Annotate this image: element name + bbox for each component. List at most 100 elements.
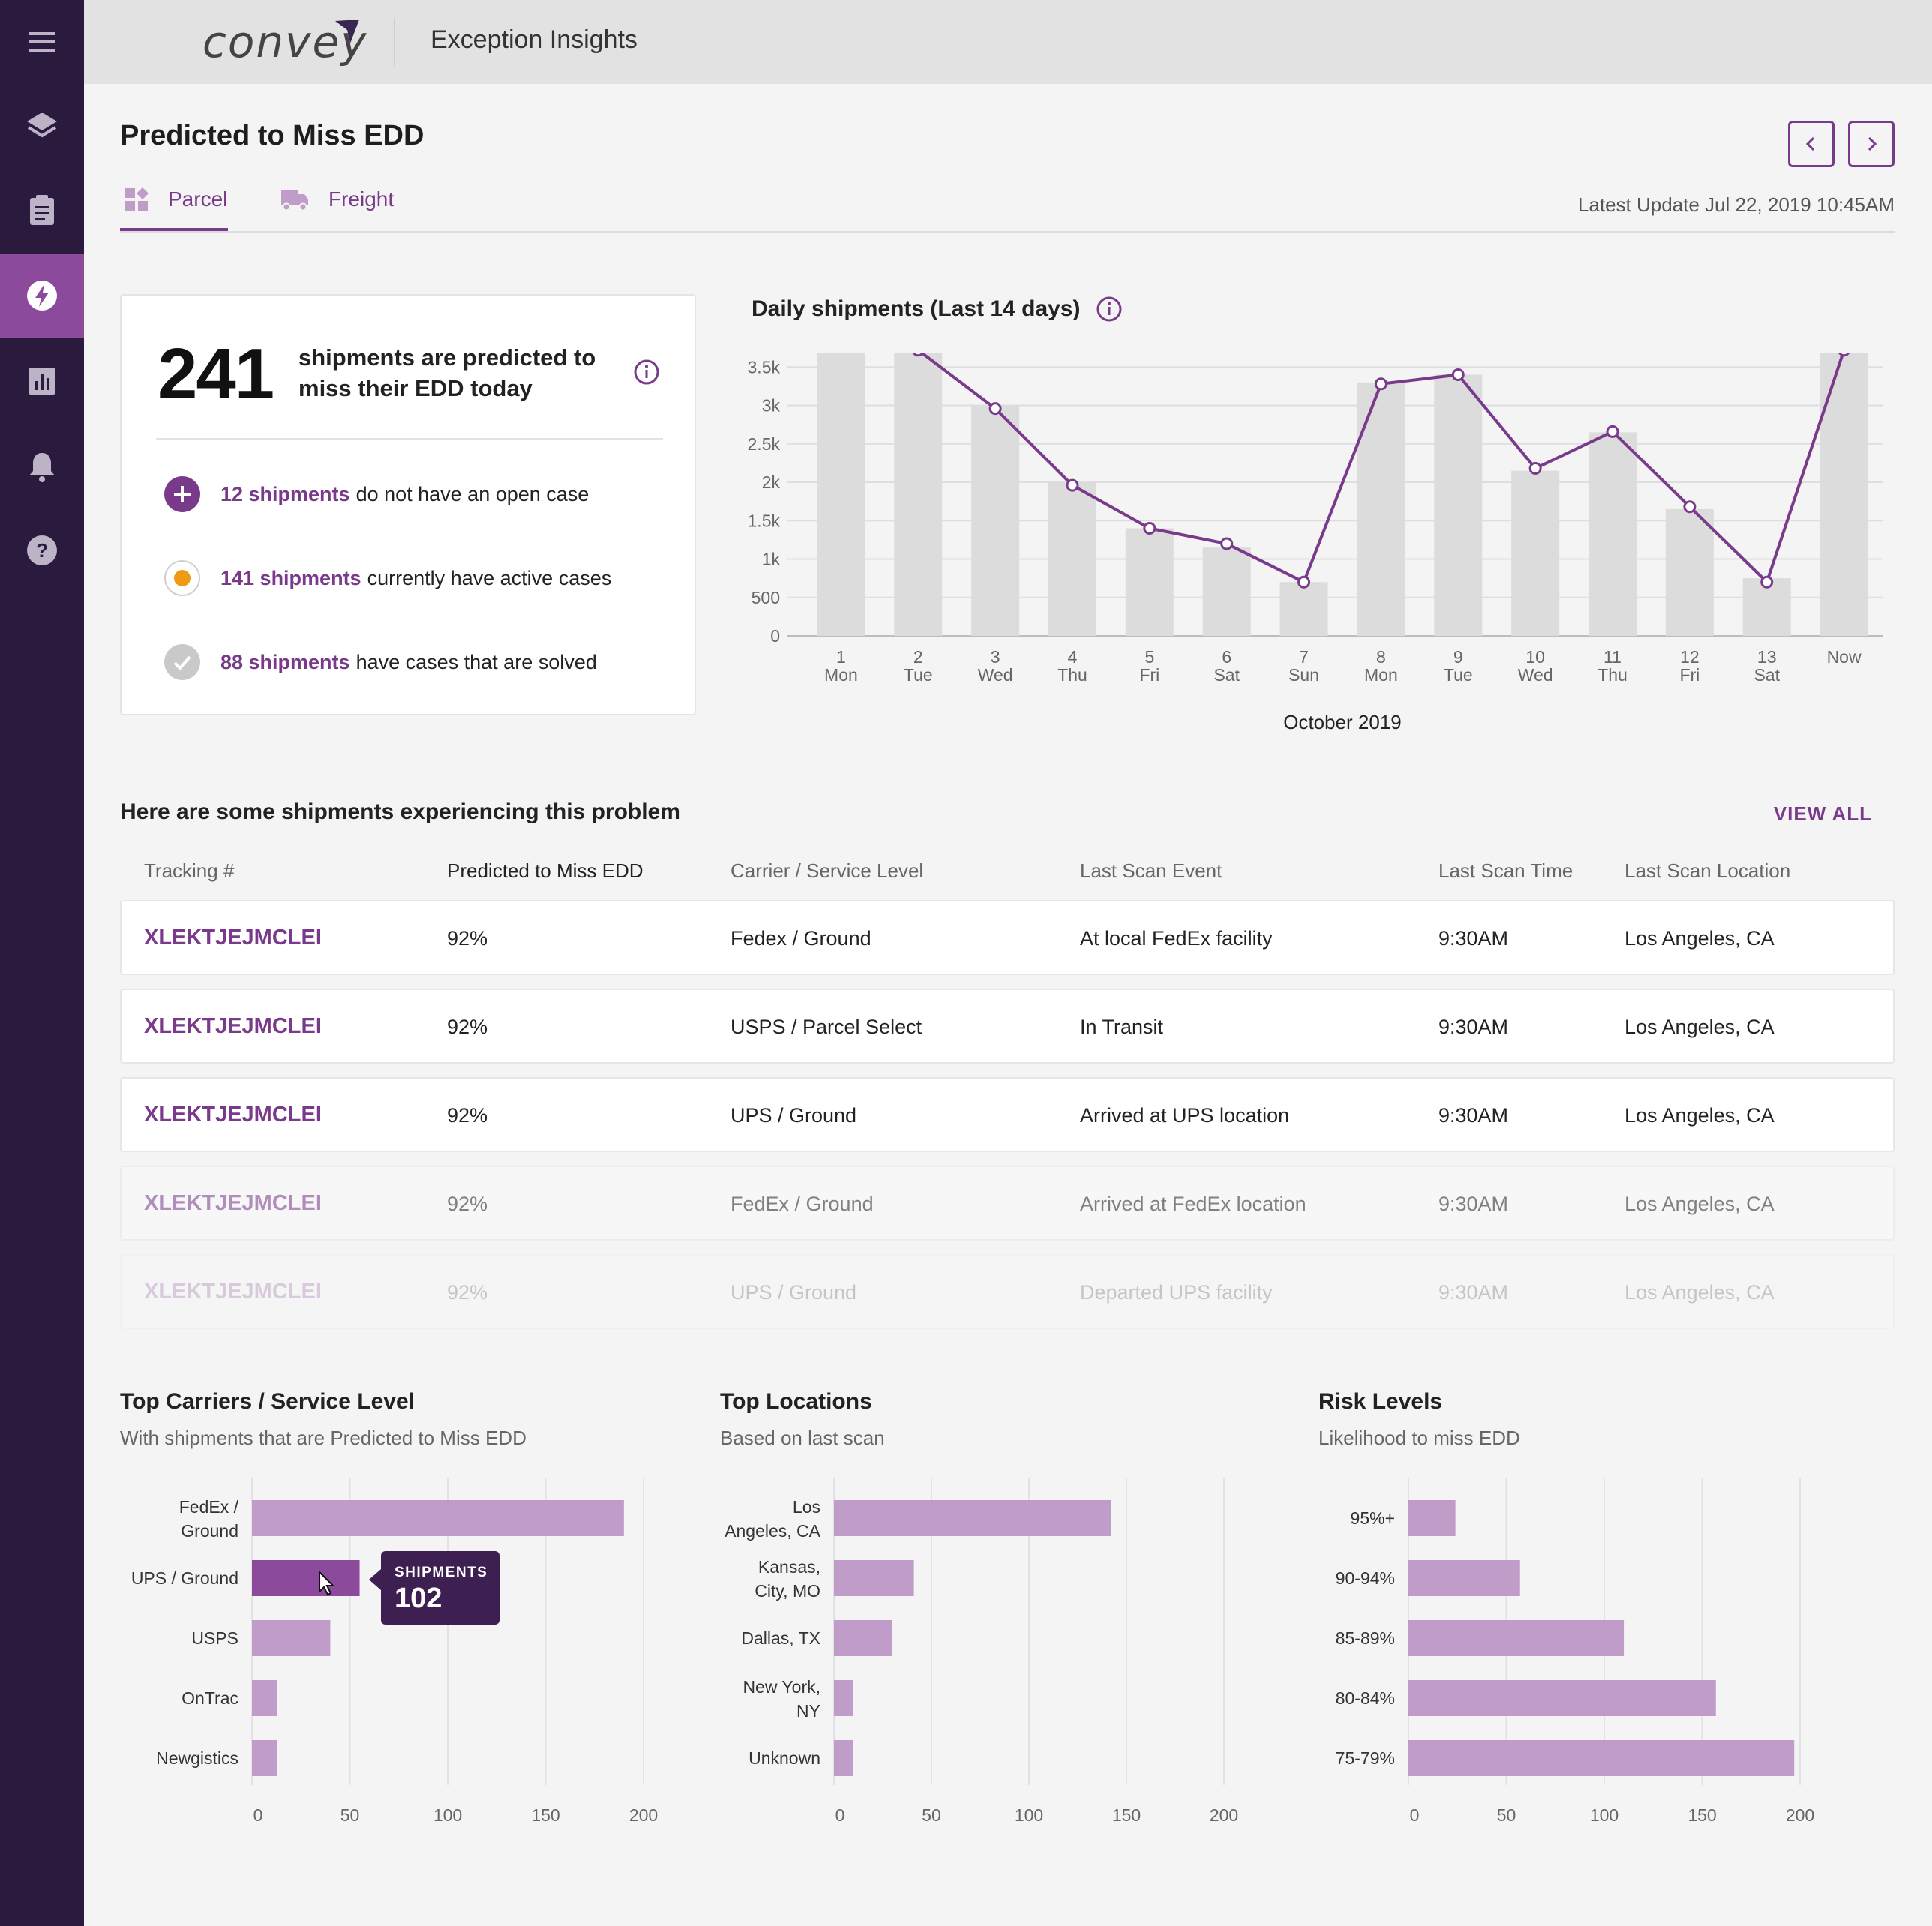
- stat-solved-cases[interactable]: 88 shipments have cases that are solved: [164, 644, 597, 681]
- header-predicted[interactable]: Predicted to Miss EDD: [447, 860, 644, 882]
- x-tick-label: 200: [1210, 1805, 1238, 1825]
- x-tick-label: 150: [1688, 1805, 1716, 1825]
- bar-category-label: 75-79%: [1336, 1748, 1395, 1768]
- table-row[interactable]: XLEKTJEJMCLEI 92% UPS / Ground Arrived at U…: [120, 1077, 1894, 1152]
- stat-text: currently have active cases: [367, 566, 612, 590]
- tabs-divider: [120, 231, 1894, 232]
- x-tick-label: 2: [914, 647, 923, 667]
- header-last-scan-event[interactable]: Last Scan Event: [1080, 860, 1222, 882]
- sidebar-item-layers[interactable]: [0, 84, 84, 168]
- locations-bar-chart: 0 50 100 150 200 Los Angeles, CA Kansas, City, M…: [724, 1478, 1238, 1825]
- x-tick-weekday: Tue: [904, 665, 933, 685]
- tracking-number[interactable]: XLEKTJEJMCLEI: [144, 1102, 322, 1126]
- sidebar-item-notifications[interactable]: [0, 424, 84, 508]
- sidebar-item-insights[interactable]: [0, 254, 84, 338]
- x-tick-label: 200: [629, 1805, 658, 1825]
- clipboard-icon: [30, 195, 54, 225]
- mouse-cursor-icon: [319, 1570, 335, 1596]
- table-row[interactable]: XLEKTJEJMCLEI 92% Fedex / Ground At local F…: [120, 900, 1894, 975]
- x-tick-label: 11: [1604, 647, 1622, 667]
- tracking-number[interactable]: XLEKTJEJMCLEI: [144, 1191, 322, 1215]
- topbar-divider: [394, 18, 395, 66]
- tab-parcel[interactable]: Parcel: [124, 188, 227, 212]
- risk-bar-chart: 0 50 100 150 200 95%+ 90-94% 85-89% 80-84% 75-79%: [1336, 1478, 1814, 1825]
- tab-parcel-label: Parcel: [168, 188, 228, 211]
- daily-bar: [817, 352, 866, 636]
- daily-bar: [1511, 470, 1560, 636]
- x-tick-label: 5: [1144, 647, 1154, 667]
- info-icon[interactable]: [633, 358, 660, 386]
- header-last-scan-location[interactable]: Last Scan Location: [1624, 860, 1791, 882]
- tracking-number[interactable]: XLEKTJEJMCLEI: [144, 926, 322, 950]
- risk-chart-subtitle: Likelihood to miss EDD: [1318, 1426, 1520, 1449]
- tab-freight[interactable]: Freight: [280, 188, 394, 212]
- x-tick-weekday: Mon: [824, 665, 858, 685]
- x-tick-weekday: Sat: [1214, 665, 1240, 685]
- stat-active-cases[interactable]: 141 shipments currently have active case…: [164, 560, 611, 597]
- predicted-percent: 92%: [447, 927, 488, 950]
- app-title: Exception Insights: [430, 26, 638, 54]
- bar: [252, 1560, 360, 1596]
- daily-point: [912, 352, 925, 357]
- bar: [1408, 1500, 1456, 1536]
- daily-point: [1606, 424, 1619, 438]
- bar-category-label: Ground: [181, 1521, 238, 1540]
- header-tracking[interactable]: Tracking #: [144, 860, 235, 882]
- risk-chart-title: Risk Levels: [1318, 1389, 1443, 1414]
- last-scan-location: Los Angeles, CA: [1624, 1281, 1774, 1304]
- daily-bar: [971, 405, 1020, 636]
- last-scan-time: 9:30AM: [1438, 1281, 1509, 1304]
- active-tab-indicator: [120, 228, 228, 232]
- locations-chart-title: Top Locations: [720, 1389, 872, 1414]
- carrier-service: UPS / Ground: [730, 1281, 857, 1304]
- locations-chart-subtitle: Based on last scan: [720, 1426, 885, 1449]
- view-all-link[interactable]: VIEW ALL: [1773, 802, 1872, 825]
- x-tick-label: 0: [1410, 1805, 1420, 1825]
- x-tick-weekday: Fri: [1139, 665, 1160, 685]
- sidebar-item-reports[interactable]: [0, 339, 84, 423]
- last-scan-location: Los Angeles, CA: [1624, 1192, 1774, 1215]
- bar-category-label: Los: [793, 1497, 820, 1516]
- x-tick-weekday: Sat: [1754, 665, 1780, 685]
- sidebar-item-menu[interactable]: [0, 0, 84, 84]
- bar-chart-icon: [28, 368, 56, 394]
- stat-no-open-case[interactable]: 12 shipments do not have an open case: [164, 476, 589, 513]
- x-tick-weekday: Thu: [1598, 665, 1628, 685]
- table-row[interactable]: XLEKTJEJMCLEI 92% USPS / Parcel Select In T…: [120, 988, 1894, 1064]
- table-row[interactable]: XLEKTJEJMCLEI 92% FedEx / Ground Arrived at…: [120, 1166, 1894, 1240]
- daily-bar: [1202, 548, 1251, 636]
- table-row[interactable]: XLEKTJEJMCLEI 92% UPS / Ground Departed UPS…: [120, 1254, 1894, 1329]
- header-last-scan-time[interactable]: Last Scan Time: [1438, 860, 1574, 882]
- tracking-number[interactable]: XLEKTJEJMCLEI: [144, 1280, 322, 1304]
- x-tick-label: 7: [1299, 647, 1309, 667]
- bar: [834, 1500, 1112, 1536]
- y-tick-label: 2.5k: [748, 434, 781, 454]
- latest-update: Latest Update Jul 22, 2019 10:45AM: [1577, 194, 1894, 216]
- x-tick-label: 13: [1757, 647, 1777, 667]
- truck-icon: [281, 190, 308, 212]
- tracking-number[interactable]: XLEKTJEJMCLEI: [144, 1014, 322, 1038]
- last-scan-location: Los Angeles, CA: [1624, 1104, 1774, 1126]
- bar: [834, 1740, 854, 1776]
- daily-bar: [1434, 374, 1483, 636]
- previous-button[interactable]: [1788, 121, 1834, 167]
- x-axis-label: October 2019: [1283, 711, 1402, 734]
- daily-bar: [1357, 382, 1406, 636]
- predicted-percent: 92%: [447, 1016, 488, 1038]
- next-button[interactable]: [1848, 121, 1894, 167]
- chevron-right-icon: [1868, 136, 1877, 152]
- daily-bar: [1665, 508, 1714, 636]
- x-tick-label: 12: [1680, 647, 1700, 667]
- carrier-service: Fedex / Ground: [730, 927, 872, 950]
- daily-point: [1298, 575, 1311, 589]
- bar: [834, 1560, 914, 1596]
- x-tick-weekday: Mon: [1364, 665, 1398, 685]
- header-carrier[interactable]: Carrier / Service Level: [730, 860, 924, 882]
- bar-category-label: 90-94%: [1336, 1568, 1395, 1588]
- info-icon[interactable]: [1096, 296, 1123, 322]
- sidebar-item-clipboard[interactable]: [0, 168, 84, 252]
- sidebar-item-help[interactable]: ?: [0, 508, 84, 592]
- x-tick-label: 6: [1222, 647, 1232, 667]
- bar-category-label: UPS / Ground: [131, 1568, 238, 1588]
- daily-point: [1528, 462, 1542, 476]
